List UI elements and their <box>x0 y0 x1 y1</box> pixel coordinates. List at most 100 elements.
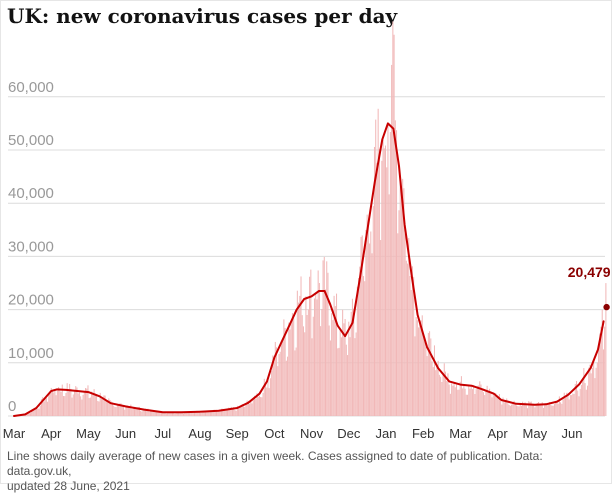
daily-bar <box>113 406 114 416</box>
daily-bar <box>133 408 134 416</box>
daily-bar <box>405 234 406 416</box>
daily-bar <box>97 401 98 416</box>
daily-bar <box>450 394 451 416</box>
daily-bar <box>252 403 253 416</box>
daily-bar <box>456 385 457 416</box>
daily-bar <box>80 396 81 416</box>
daily-bar <box>84 391 85 416</box>
daily-bar <box>582 382 583 416</box>
daily-bar <box>455 387 456 416</box>
daily-bar <box>493 395 494 416</box>
daily-bar <box>543 408 544 416</box>
daily-bar <box>423 335 424 416</box>
daily-bar <box>132 409 133 416</box>
daily-bar <box>65 393 66 416</box>
daily-bar <box>488 392 489 416</box>
daily-bar <box>556 403 557 416</box>
daily-bar <box>407 264 408 416</box>
daily-bar <box>428 333 429 416</box>
daily-bar <box>572 394 573 416</box>
daily-bar <box>492 397 493 416</box>
daily-bar <box>330 340 331 416</box>
daily-bar <box>253 400 254 416</box>
daily-bar <box>583 368 584 416</box>
daily-bar <box>397 233 398 416</box>
daily-bar <box>123 406 124 416</box>
daily-bar <box>598 344 599 416</box>
daily-bar <box>96 394 97 416</box>
daily-bar <box>518 406 519 416</box>
daily-bar <box>288 323 289 416</box>
daily-bar <box>342 310 343 416</box>
daily-bar <box>70 389 71 416</box>
daily-bar <box>324 257 325 416</box>
daily-bar <box>462 388 463 416</box>
daily-bar <box>563 399 564 416</box>
daily-bar <box>425 347 426 416</box>
daily-bar <box>452 386 453 416</box>
daily-bar <box>523 404 524 416</box>
daily-bar <box>32 411 33 416</box>
daily-bar <box>199 412 200 416</box>
daily-bar <box>270 378 271 416</box>
y-tick-label: 0 <box>8 398 16 415</box>
daily-bar <box>558 404 559 416</box>
daily-bar <box>226 410 227 416</box>
daily-bar <box>476 389 477 416</box>
daily-bar <box>331 313 332 416</box>
daily-bar <box>418 327 419 416</box>
daily-bar <box>183 414 184 416</box>
daily-bar <box>592 368 593 416</box>
daily-bar <box>478 386 479 416</box>
daily-bar <box>236 411 237 416</box>
x-tick-label: Apr <box>487 426 508 441</box>
daily-bar <box>313 317 314 416</box>
daily-bar <box>544 405 545 416</box>
daily-bar <box>346 345 347 416</box>
daily-bar <box>200 413 201 416</box>
cases-chart: 010,00020,00030,00040,00050,00060,00020,… <box>0 0 612 445</box>
daily-bar <box>274 362 275 416</box>
daily-bar <box>449 385 450 416</box>
daily-bar <box>117 405 118 416</box>
daily-bar <box>357 287 358 416</box>
daily-bar <box>577 390 578 416</box>
daily-bar <box>498 398 499 416</box>
daily-bar <box>244 407 245 416</box>
daily-bar <box>210 412 211 416</box>
daily-bar <box>316 299 317 416</box>
daily-bar <box>258 397 259 416</box>
daily-bar <box>507 403 508 416</box>
daily-bar <box>391 65 392 416</box>
daily-bar <box>282 339 283 416</box>
daily-bar <box>310 270 311 416</box>
daily-bar <box>435 370 436 416</box>
y-tick-label: 10,000 <box>8 345 54 362</box>
daily-bar <box>30 413 31 416</box>
daily-bar <box>485 391 486 416</box>
daily-bar <box>510 406 511 416</box>
daily-bar <box>89 398 90 416</box>
daily-bar <box>385 146 386 416</box>
daily-bar <box>504 402 505 416</box>
daily-bar <box>411 290 412 416</box>
daily-bar <box>307 315 308 416</box>
x-tick-label: Mar <box>449 426 472 441</box>
daily-bar <box>395 120 396 416</box>
daily-bar <box>353 309 354 416</box>
daily-bar <box>136 409 137 416</box>
daily-bar <box>198 412 199 416</box>
daily-bar <box>392 21 393 416</box>
daily-bar <box>81 399 82 416</box>
daily-bar <box>302 315 303 416</box>
daily-bar <box>444 363 445 416</box>
footnote-line-1: Line shows daily average of new cases in… <box>7 449 543 478</box>
daily-bar <box>589 365 590 416</box>
daily-bar <box>347 355 348 416</box>
daily-bar <box>389 194 390 416</box>
daily-bar <box>528 401 529 416</box>
daily-bar <box>394 35 395 416</box>
daily-bar <box>154 412 155 416</box>
daily-bar <box>372 253 373 416</box>
daily-bar <box>381 161 382 416</box>
